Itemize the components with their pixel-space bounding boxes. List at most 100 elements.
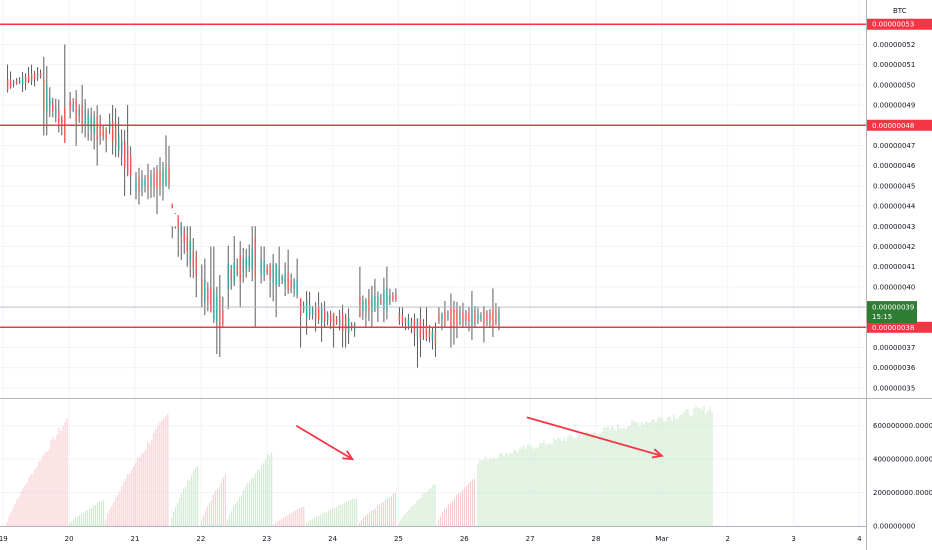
volume-bar xyxy=(366,514,368,526)
volume-bar xyxy=(400,519,402,526)
volume-bar xyxy=(384,499,386,526)
volume-bar xyxy=(505,453,507,526)
volume-bar xyxy=(251,478,253,526)
volume-bar xyxy=(159,422,161,526)
volume-bar xyxy=(161,420,163,526)
volume-bar xyxy=(645,421,647,526)
volume-bar xyxy=(115,497,117,526)
volume-bar xyxy=(619,428,621,526)
volume-bar xyxy=(64,422,66,526)
volume-bar xyxy=(406,511,408,526)
volume-bar xyxy=(273,524,275,526)
horizontal-lines[interactable]: 0.00000053 0.00000048 0.00000038 0.00000039… xyxy=(0,18,932,333)
volume-bar xyxy=(575,437,577,526)
arrow-head xyxy=(651,448,664,459)
volume-bar xyxy=(447,504,449,526)
volume-bar xyxy=(310,519,312,526)
volume-bar xyxy=(463,487,465,526)
volume-bar xyxy=(241,494,243,526)
volume-bar xyxy=(338,505,340,526)
volume-bar xyxy=(627,426,629,526)
volume-bar xyxy=(257,469,259,526)
volume-bar xyxy=(147,442,149,526)
volume-bar xyxy=(499,453,501,526)
volume-bar xyxy=(699,408,701,526)
volume-bar xyxy=(133,466,135,526)
arrow-annotation[interactable] xyxy=(295,424,355,461)
volume-bar xyxy=(312,518,314,526)
volume-bar xyxy=(139,456,141,526)
volume-bar xyxy=(48,449,50,526)
volume-bar xyxy=(549,443,551,526)
volume-bar xyxy=(245,486,247,526)
volume-bar xyxy=(235,503,237,526)
volume-bar xyxy=(123,482,125,526)
volume-bar xyxy=(611,425,613,526)
volume-bar xyxy=(459,492,461,526)
volume-bars xyxy=(6,405,713,526)
volume-bar xyxy=(231,510,233,526)
volume-bar xyxy=(36,466,38,526)
volume-bar xyxy=(249,482,251,526)
volume-bar xyxy=(663,421,665,526)
volume-bar xyxy=(253,477,255,526)
annotation-arrows[interactable] xyxy=(295,416,664,461)
price-bars xyxy=(6,44,500,368)
volume-bar xyxy=(336,507,338,526)
volume-bar xyxy=(247,483,249,526)
volume-bar xyxy=(6,521,8,526)
volume-bar xyxy=(364,516,366,526)
volume-bar xyxy=(103,499,105,526)
volume-bar xyxy=(509,453,511,526)
volume-bar xyxy=(344,502,346,526)
volume-bar xyxy=(402,516,404,526)
volume-bar xyxy=(545,444,547,526)
volume-bar xyxy=(465,485,467,526)
volume-bar xyxy=(675,418,677,526)
volume-bar xyxy=(271,452,273,526)
volume-bar xyxy=(372,509,374,526)
volume-bar xyxy=(613,428,615,526)
volume-bar xyxy=(567,436,569,526)
volume-bar xyxy=(358,522,360,526)
volume-bar xyxy=(569,434,571,526)
volume-bar xyxy=(515,450,517,526)
volume-tick-label: 400000000.00000000 xyxy=(873,456,932,464)
volume-bar xyxy=(267,454,269,526)
volume-bar xyxy=(60,430,62,526)
price-tick-label: 0.00000042 xyxy=(873,243,915,251)
volume-bar xyxy=(537,447,539,526)
volume-bar xyxy=(703,405,705,526)
volume-bar xyxy=(212,494,214,526)
volume-bar xyxy=(191,475,193,526)
volume-bar xyxy=(529,445,531,526)
arrow-annotation[interactable] xyxy=(526,416,664,459)
volume-bar xyxy=(275,522,277,526)
volume-bar xyxy=(69,523,71,526)
price-tick-label: 0.00000050 xyxy=(873,81,915,89)
volume-bar xyxy=(28,477,30,526)
volume-bar xyxy=(42,455,44,526)
volume-bar xyxy=(424,492,426,526)
volume-bar xyxy=(73,519,75,526)
time-tick-label: 25 xyxy=(394,535,403,543)
volume-bar xyxy=(54,439,56,526)
volume-bar xyxy=(204,510,206,526)
volume-bar xyxy=(314,517,316,526)
volume-bar xyxy=(639,426,641,526)
price-tick-label: 0.00000052 xyxy=(873,41,915,49)
volume-bar xyxy=(519,448,521,526)
volume-bar xyxy=(30,474,32,526)
volume-bar xyxy=(224,474,226,526)
volume-bar xyxy=(334,507,336,526)
volume-bar xyxy=(583,435,585,526)
volume-tick-label: 200000000.00000000 xyxy=(873,489,932,497)
volume-bar xyxy=(649,422,651,526)
volume-bar xyxy=(593,431,595,526)
volume-bar xyxy=(368,512,370,526)
volume-bar xyxy=(471,479,473,526)
volume-bar xyxy=(394,492,396,526)
volume-bar xyxy=(416,500,418,526)
